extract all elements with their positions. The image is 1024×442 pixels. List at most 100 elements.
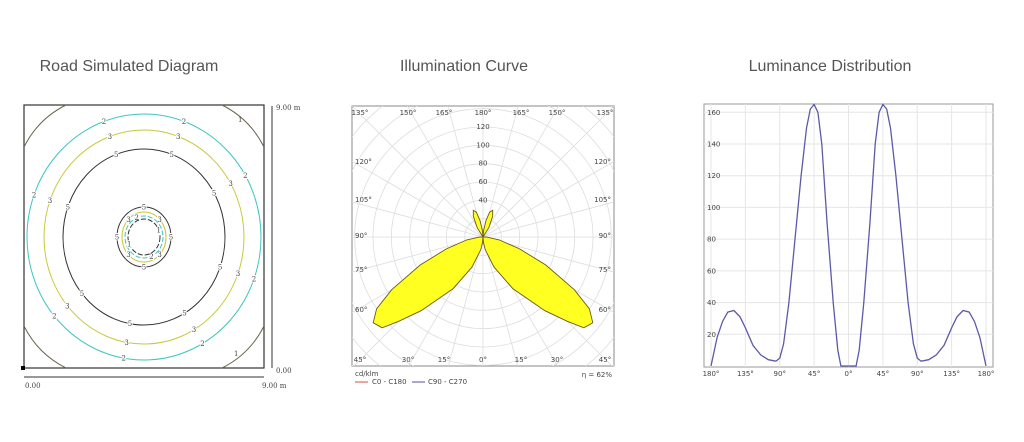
contour-line-3 [43, 129, 245, 345]
angle-label-bottom: 15° [438, 356, 450, 364]
y-tick-label: 120 [707, 172, 720, 180]
polar-grid-spoke [352, 201, 484, 238]
contour-label: 3 [108, 133, 112, 141]
lobe-left [472, 209, 484, 238]
contour-label: 5 [212, 190, 216, 198]
lobe-right [482, 236, 594, 329]
polar-grid-spoke [482, 236, 518, 366]
contour-line-5 [62, 148, 226, 326]
contour-line-2 [26, 113, 262, 361]
angle-label-bottom: 45° [354, 356, 366, 364]
contour-line-3 [121, 211, 167, 263]
lobe-right [482, 209, 494, 238]
contour-label: 2 [182, 118, 186, 126]
polar-grid-spoke [482, 106, 559, 238]
legend-c90-label: C90 - C270 [428, 378, 467, 386]
y-tick-label: 40 [707, 299, 716, 307]
angle-label-top: 135° [352, 109, 369, 117]
polar-grid-spoke [407, 106, 484, 238]
scale-bottom-right-label: 9.00 m [262, 382, 287, 390]
polar-grid-spoke [448, 236, 484, 366]
contour-label: 3 [157, 216, 161, 224]
contour-label: 5 [142, 264, 146, 272]
x-tick-label: 135° [943, 370, 960, 378]
polar-grid-spoke [352, 161, 484, 238]
contour-label: 3 [65, 302, 69, 310]
corner-contour-1 [221, 325, 265, 369]
legend-c0-label: C0 - C180 [372, 378, 407, 386]
x-tick-label: 135° [737, 370, 754, 378]
contour-label: 3 [126, 251, 130, 259]
contour-label: 2 [243, 172, 247, 180]
radial-tick-label: 80 [479, 160, 488, 168]
contour-label: 3 [124, 339, 128, 347]
angle-label-left: 60° [355, 306, 367, 314]
contour-label: 2 [52, 313, 56, 321]
contour-label: 5 [182, 310, 186, 318]
angle-label-bottom: 15° [515, 356, 527, 364]
y-tick-label: 140 [707, 141, 720, 149]
contour-label: 1 [156, 226, 160, 234]
contour-label: 3 [48, 197, 52, 205]
contour-label: 2 [149, 253, 153, 261]
contour-label: 5 [115, 234, 119, 242]
contour-label: 5 [80, 290, 84, 298]
angle-label-top: 150° [400, 109, 417, 117]
corner-contour-label: 1 [234, 350, 238, 358]
angle-label-bottom: 30° [402, 356, 414, 364]
contour-label: 3 [192, 326, 196, 334]
x-tick-label: 180° [978, 370, 995, 378]
angle-label-left: 90° [355, 232, 367, 240]
contour-label: 2 [200, 340, 204, 348]
radial-tick-label: 120 [476, 123, 489, 131]
contour-label: 5 [114, 151, 118, 159]
corner-contour-1 [221, 104, 265, 148]
x-tick-label: 45° [808, 370, 820, 378]
angle-label-top: 135° [597, 109, 614, 117]
angle-label-left: 75° [355, 266, 367, 274]
contour-label: 5 [128, 320, 132, 328]
x-tick-label: 90° [911, 370, 923, 378]
x-tick-label: 45° [877, 370, 889, 378]
contour-label: 5 [142, 204, 146, 212]
luminance-distribution-title: Luminance Distribution [748, 58, 912, 75]
angle-label-top: 150° [549, 109, 566, 117]
polar-grid-spoke [482, 106, 614, 238]
contour-label: 1 [127, 241, 131, 249]
corner-contour-1 [23, 104, 67, 148]
contour-label: 5 [66, 203, 70, 211]
contour-label: 5 [169, 234, 173, 242]
unit-label: cd/klm [355, 370, 379, 378]
angle-label-left: 120° [355, 158, 372, 166]
y-tick-label: 160 [707, 109, 720, 117]
polar-grid-spoke [482, 201, 614, 238]
y-tick-label: 20 [707, 331, 716, 339]
luminance-line-chart: 20 40 60 80 100 120 140 160 180° 135° 90° 45° 0° 45° 9… [703, 103, 995, 378]
x-tick-label: 90° [774, 370, 786, 378]
radial-tick-label: 60 [479, 178, 488, 186]
efficiency-label: η = 62% [582, 371, 613, 379]
angle-label-left: 105° [355, 196, 372, 204]
angle-label-top: 165° [436, 109, 453, 117]
angle-label-right: 75° [599, 266, 611, 274]
lobe-left [372, 236, 484, 329]
radial-tick-label: 100 [476, 141, 489, 149]
contour-label: 2 [32, 191, 36, 199]
contour-label: 2 [121, 355, 125, 363]
scale-top-label: 9.00 m [276, 104, 301, 112]
corner-contour-label: 1 [238, 116, 242, 124]
contour-label: 3 [126, 216, 130, 224]
y-tick-label: 80 [707, 236, 716, 244]
luminance-curve [710, 103, 987, 367]
contour-label: 2 [252, 276, 256, 284]
origin-marker [21, 366, 25, 370]
contour-label: 3 [157, 251, 161, 259]
contour-line-5 [116, 206, 172, 268]
illumination-polar-chart: 40 60 80 100 120 135° 150° 165° 180° 165° 150° 135°… [351, 105, 615, 386]
angle-label-bottom: 45° [599, 356, 611, 364]
contour-line-2 [124, 215, 164, 259]
angle-label-right: 105° [594, 196, 611, 204]
angle-label-top: 165° [513, 109, 530, 117]
